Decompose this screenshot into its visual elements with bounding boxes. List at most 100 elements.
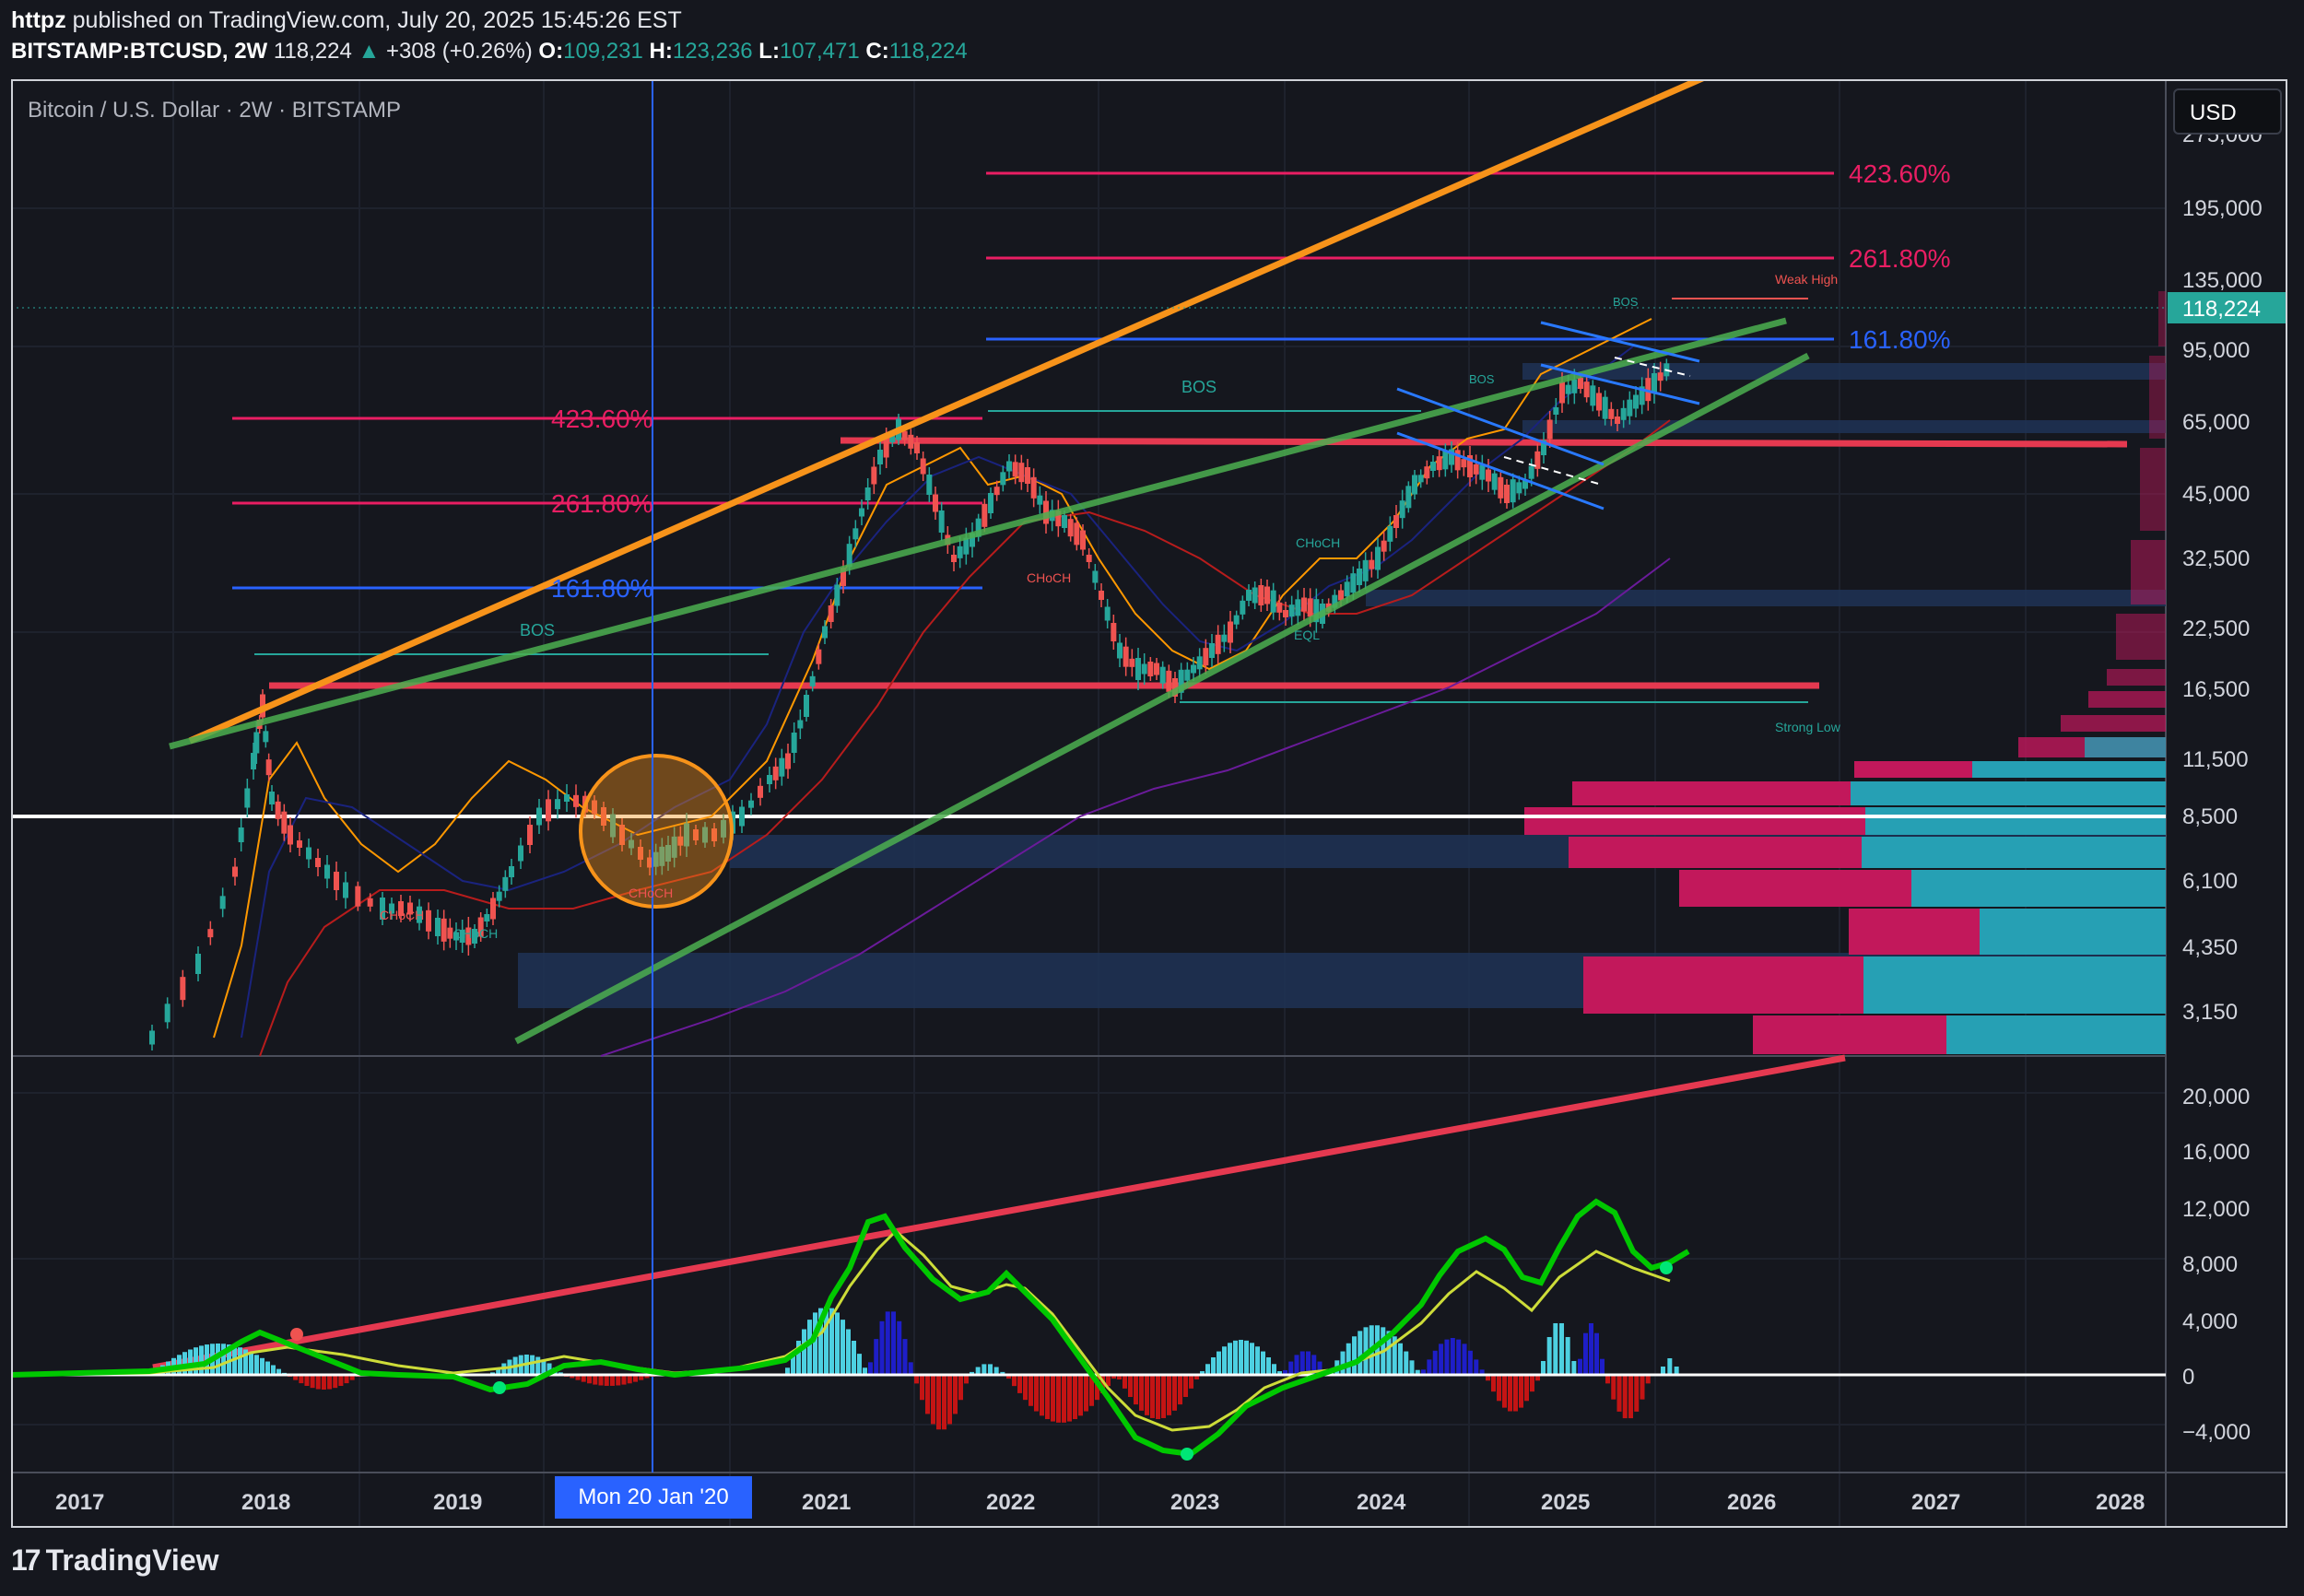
- symbol-label[interactable]: BITSTAMP:BTCUSD, 2W: [11, 39, 268, 64]
- volume-profile: [1524, 291, 2166, 1054]
- histogram-bar: [1444, 1339, 1450, 1375]
- candle-body: [846, 544, 852, 568]
- candle-body: [1276, 602, 1283, 613]
- candle-body: [1583, 381, 1590, 398]
- time-axis[interactable]: 2017 2018 2019 2021 2022 2023 2024 2025 …: [55, 1490, 2145, 1515]
- demand-zone[interactable]: [1522, 363, 2166, 380]
- candle-body: [367, 898, 373, 907]
- histogram-bar: [835, 1312, 840, 1375]
- histogram-bar: [1145, 1375, 1149, 1415]
- histogram-bar: [575, 1375, 581, 1380]
- candle-body: [297, 840, 302, 848]
- histogram-bar: [1250, 1343, 1254, 1375]
- candle-body: [926, 475, 933, 495]
- histogram-bar: [1017, 1375, 1022, 1393]
- histogram-bar: [1161, 1375, 1166, 1418]
- green-trendline-upper[interactable]: [169, 317, 1787, 750]
- candle-body: [1387, 525, 1393, 542]
- orange-trendline[interactable]: [188, 79, 1709, 745]
- candle-body: [1375, 546, 1381, 570]
- histogram-bar: [1565, 1336, 1570, 1375]
- histogram-bar: [1150, 1375, 1155, 1418]
- candle-body: [355, 886, 361, 907]
- candle-body: [963, 537, 970, 555]
- histogram-bar: [1622, 1375, 1628, 1419]
- green-trendline-lower[interactable]: [514, 352, 1810, 1045]
- histogram-bar: [1541, 1360, 1546, 1375]
- histogram-bar: [1095, 1375, 1099, 1401]
- candle-body: [334, 872, 339, 890]
- candle-body: [1018, 463, 1025, 483]
- histogram-bar: [1427, 1359, 1432, 1375]
- histogram-bar: [891, 1311, 896, 1375]
- flag-channel-lower[interactable]: [1540, 363, 1700, 405]
- fib-label-261-left: 261.80%: [551, 489, 653, 518]
- candle-body: [1141, 663, 1147, 675]
- histogram-bar: [1421, 1369, 1426, 1375]
- red-trendline-oscillator[interactable]: [152, 1054, 1846, 1371]
- candle-body: [536, 807, 542, 826]
- price-chart[interactable]: BOS BOS BOS BOS CHoCH CHoCH CHoCH CHoCH …: [11, 79, 2287, 1528]
- tradingview-brand[interactable]: 17 TradingView: [11, 1543, 219, 1578]
- candle-body: [1436, 456, 1442, 471]
- candle-body: [610, 814, 616, 838]
- candle-body: [1424, 466, 1430, 479]
- histogram-bar: [1467, 1350, 1473, 1375]
- histogram-bar: [1546, 1336, 1552, 1375]
- candle-body: [288, 825, 293, 845]
- moving-average-red: [259, 419, 1671, 1057]
- currency-button[interactable]: USD: [2173, 88, 2282, 135]
- histogram-bar: [1172, 1375, 1177, 1411]
- candle-body: [1129, 658, 1135, 667]
- histogram-bar: [310, 1375, 315, 1389]
- histogram-bar: [920, 1375, 924, 1401]
- candle-body: [453, 932, 459, 941]
- author-name[interactable]: httpz: [11, 7, 66, 33]
- price-axis-label: 195,000: [2182, 196, 2263, 221]
- highlight-circle[interactable]: [579, 754, 734, 909]
- up-arrow-icon: ▲: [358, 39, 381, 64]
- histogram-bar: [321, 1375, 326, 1390]
- candlestick-series[interactable]: [149, 358, 1670, 1050]
- price-axis-label: 45,000: [2182, 482, 2250, 507]
- candle-body: [195, 954, 201, 974]
- volume-bar-buy: [1911, 870, 2166, 907]
- histogram-bar: [530, 1355, 535, 1375]
- flag-channel-upper[interactable]: [1396, 387, 1605, 466]
- volume-bar-sell: [2116, 614, 2166, 660]
- dashed-projection: [1503, 456, 1603, 486]
- histogram-bar: [813, 1312, 817, 1375]
- choch-annotation: CHoCH: [453, 926, 498, 941]
- histogram-bar: [1000, 1371, 1005, 1375]
- candle-body: [389, 903, 394, 914]
- candle-body: [1504, 485, 1510, 503]
- candle-body: [816, 649, 822, 664]
- histogram-bar: [1139, 1375, 1144, 1411]
- demand-zone[interactable]: [1366, 590, 2166, 606]
- choch-annotation: CHoCH: [1027, 570, 1071, 585]
- histogram-bar: [1583, 1332, 1588, 1375]
- resistance-line-red[interactable]: [840, 437, 2128, 448]
- histogram-bar: [1415, 1369, 1420, 1375]
- candle-body: [1313, 599, 1320, 623]
- histogram-bar: [1239, 1340, 1243, 1375]
- candle-body: [1178, 669, 1184, 693]
- time-axis-label: 2028: [2096, 1490, 2145, 1515]
- histogram-bar: [1283, 1369, 1287, 1375]
- price-axis[interactable]: 275,000 195,000 135,000 95,000 65,000 45…: [2182, 123, 2263, 1025]
- histogram-bar: [791, 1354, 795, 1375]
- price-axis-label: 8,500: [2182, 804, 2238, 829]
- histogram-bar: [925, 1375, 930, 1414]
- candle-body: [1067, 519, 1074, 537]
- flag-channel-lower[interactable]: [1396, 431, 1605, 510]
- candle-body: [659, 846, 665, 866]
- publication-info: published on TradingView.com, July 20, 2…: [72, 7, 682, 33]
- candle-body: [933, 494, 938, 512]
- oscillator-axis[interactable]: 20,000 16,000 12,000 8,000 4,000 0 −4,00…: [2182, 1085, 2251, 1445]
- candle-body: [1559, 381, 1565, 404]
- flag-channel-upper[interactable]: [1540, 321, 1700, 363]
- histogram-bar: [1106, 1375, 1111, 1387]
- time-axis-label: 2024: [1357, 1490, 1406, 1515]
- eql-annotation: EQL: [1294, 628, 1320, 642]
- volume-bar-buy: [1980, 909, 2166, 955]
